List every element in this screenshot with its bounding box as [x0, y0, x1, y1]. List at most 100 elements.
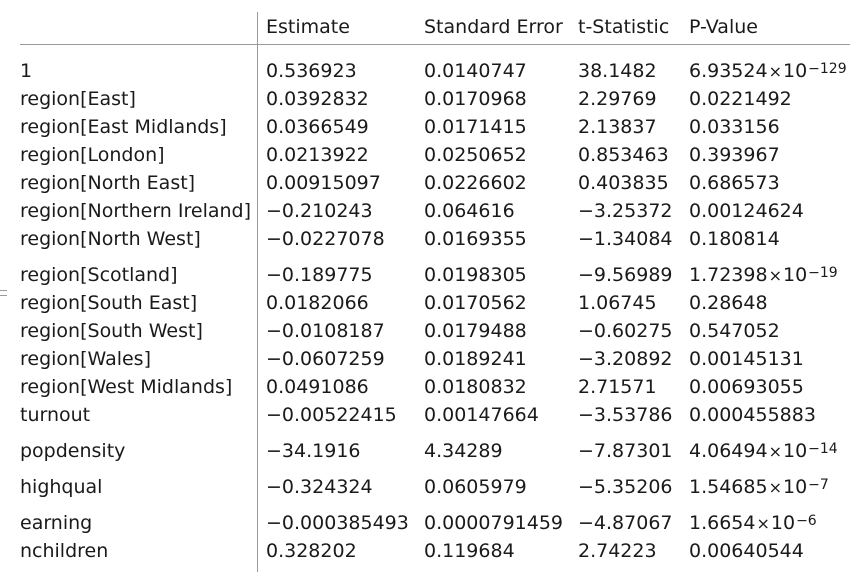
standard-error-cell: 0.0171415	[424, 116, 527, 138]
row-label: region[Wales]	[20, 348, 151, 370]
row-label: popdensity	[20, 440, 126, 462]
standard-error-cell: 0.0226602	[424, 172, 527, 194]
standard-error-cell: 0.00147664	[424, 404, 539, 426]
t-statistic-cell: −3.53786	[578, 404, 673, 426]
estimate-cell: −0.324324	[266, 476, 373, 498]
times-sign: ×	[768, 478, 782, 497]
header-divider	[20, 44, 850, 45]
p-value-cell: 4.06494×10−14	[689, 438, 838, 466]
table-row: region[Northern Ireland] −0.210243 0.06461…	[0, 198, 868, 224]
table-row: region[North East] 0.00915097 0.0226602 0.4…	[0, 170, 868, 196]
times-sign: ×	[768, 442, 782, 461]
standard-error-cell: 0.0000791459	[424, 512, 564, 534]
p-value-cell: 0.0221492	[689, 88, 792, 110]
standard-error-cell: 0.0170968	[424, 88, 527, 110]
p-value-cell: 0.28648	[689, 292, 768, 314]
resize-handle[interactable]	[0, 290, 7, 296]
p-value-exponent: −129	[808, 61, 847, 77]
row-label: 1	[20, 60, 33, 82]
times-sign: ×	[756, 514, 770, 533]
standard-error-cell: 0.119684	[424, 540, 515, 562]
t-statistic-cell: 0.403835	[578, 172, 669, 194]
t-statistic-cell: −1.34084	[578, 228, 673, 250]
table-row: region[London] 0.0213922 0.0250652 0.853463…	[0, 142, 868, 168]
exponent-base: 10	[782, 60, 808, 82]
estimate-cell: −0.00522415	[266, 404, 397, 426]
estimate-cell: 0.0366549	[266, 116, 369, 138]
estimate-cell: −0.0227078	[266, 228, 385, 250]
table-row: region[East Midlands] 0.0366549 0.0171415 2…	[0, 114, 868, 140]
row-label: earning	[20, 512, 93, 534]
row-label: region[South West]	[20, 320, 203, 342]
p-value-mantissa: 6.93524	[689, 60, 768, 82]
t-statistic-cell: 2.74223	[578, 540, 657, 562]
estimate-cell: 0.0213922	[266, 144, 369, 166]
header-t-statistic: t-Statistic	[578, 16, 670, 38]
table-row: highqual −0.324324 0.0605979 −5.35206 1.5468…	[0, 474, 868, 500]
row-label: region[West Midlands]	[20, 376, 233, 398]
table-row: region[Scotland] −0.189775 0.0198305 −9.569…	[0, 262, 868, 288]
table-row: region[South West] −0.0108187 0.0179488 −0.…	[0, 318, 868, 344]
t-statistic-cell: 2.29769	[578, 88, 657, 110]
table-row: earning −0.000385493 0.0000791459 −4.87067 1…	[0, 510, 868, 536]
standard-error-cell: 0.0179488	[424, 320, 527, 342]
estimate-cell: 0.536923	[266, 60, 357, 82]
estimate-cell: 0.0392832	[266, 88, 369, 110]
exponent-base: 10	[770, 512, 796, 534]
estimate-cell: 0.0182066	[266, 292, 369, 314]
table-row: region[North West] −0.0227078 0.0169355 −1.…	[0, 226, 868, 252]
p-value-cell: 0.00124624	[689, 200, 804, 222]
row-label: highqual	[20, 476, 103, 498]
row-label: region[Northern Ireland]	[20, 200, 252, 222]
p-value-cell: 0.00693055	[689, 376, 804, 398]
table-row: nchildren 0.328202 0.119684 2.74223 0.006405…	[0, 538, 868, 564]
estimate-cell: −34.1916	[266, 440, 361, 462]
t-statistic-cell: −7.87301	[578, 440, 673, 462]
row-label: region[South East]	[20, 292, 198, 314]
p-value-cell: 0.00145131	[689, 348, 804, 370]
header-estimate: Estimate	[266, 16, 350, 38]
t-statistic-cell: 2.71571	[578, 376, 657, 398]
t-statistic-cell: −5.35206	[578, 476, 673, 498]
table-row: 1 0.536923 0.0140747 38.1482 6.93524×10−129	[0, 58, 868, 84]
row-label: region[Scotland]	[20, 264, 178, 286]
t-statistic-cell: −0.60275	[578, 320, 673, 342]
p-value-mantissa: 4.06494	[689, 440, 768, 462]
row-label: region[North West]	[20, 228, 201, 250]
standard-error-cell: 0.0189241	[424, 348, 527, 370]
p-value-exponent: −6	[796, 513, 817, 529]
p-value-mantissa: 1.6654	[689, 512, 756, 534]
standard-error-cell: 0.0180832	[424, 376, 527, 398]
row-label: region[East]	[20, 88, 136, 110]
p-value-cell: 0.180814	[689, 228, 780, 250]
p-value-exponent: −19	[808, 265, 838, 281]
p-value-cell: 1.72398×10−19	[689, 262, 838, 290]
p-value-cell: 0.547052	[689, 320, 780, 342]
p-value-cell: 6.93524×10−129	[689, 58, 847, 86]
p-value-cell: 1.54685×10−7	[689, 474, 829, 502]
estimate-cell: 0.00915097	[266, 172, 381, 194]
p-value-mantissa: 1.54685	[689, 476, 768, 498]
p-value-cell: 0.00640544	[689, 540, 804, 562]
estimate-cell: −0.0108187	[266, 320, 385, 342]
estimate-cell: −0.189775	[266, 264, 373, 286]
row-label: turnout	[20, 404, 91, 426]
t-statistic-cell: 1.06745	[578, 292, 657, 314]
t-statistic-cell: −9.56989	[578, 264, 673, 286]
t-statistic-cell: −4.87067	[578, 512, 673, 534]
estimate-cell: −0.000385493	[266, 512, 409, 534]
row-label: region[North East]	[20, 172, 196, 194]
p-value-exponent: −14	[808, 441, 838, 457]
estimate-cell: −0.210243	[266, 200, 373, 222]
standard-error-cell: 0.0198305	[424, 264, 527, 286]
p-value-cell: 1.6654×10−6	[689, 510, 817, 538]
table-row: region[West Midlands] 0.0491086 0.0180832 2…	[0, 374, 868, 400]
table-row: region[South East] 0.0182066 0.0170562 1.06…	[0, 290, 868, 316]
table-row: region[East] 0.0392832 0.0170968 2.29769 0.0…	[0, 86, 868, 112]
standard-error-cell: 0.0169355	[424, 228, 527, 250]
standard-error-cell: 0.0605979	[424, 476, 527, 498]
exponent-base: 10	[782, 264, 808, 286]
p-value-mantissa: 1.72398	[689, 264, 768, 286]
row-label: region[London]	[20, 144, 165, 166]
p-value-cell: 0.033156	[689, 116, 780, 138]
